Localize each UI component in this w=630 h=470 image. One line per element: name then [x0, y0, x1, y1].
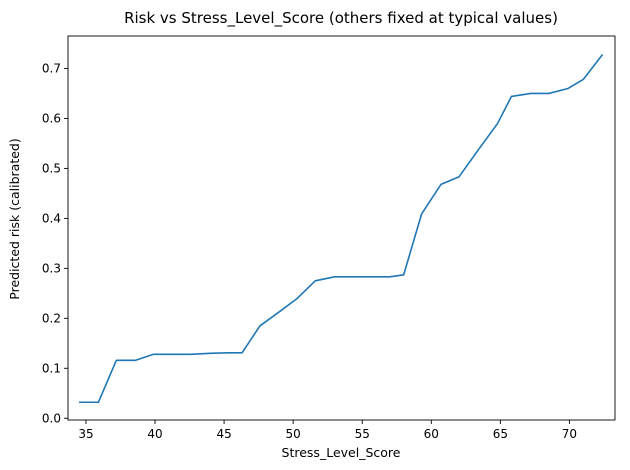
x-tick-label: 50	[286, 427, 301, 441]
x-tick-label: 70	[562, 427, 577, 441]
y-axis-label: Predicted risk (calibrated)	[7, 138, 22, 299]
x-tick-label: 40	[147, 427, 162, 441]
y-tick-label: 0.0	[42, 411, 61, 425]
y-tick-label: 0.7	[42, 61, 61, 75]
x-tick-label: 45	[216, 427, 231, 441]
y-tick-label: 0.6	[42, 111, 61, 125]
chart-title: Risk vs Stress_Level_Score (others fixed…	[124, 9, 558, 28]
y-tick-label: 0.5	[42, 161, 61, 175]
y-tick-label: 0.1	[42, 361, 61, 375]
y-tick-label: 0.4	[42, 211, 61, 225]
series-line-0	[79, 54, 604, 404]
x-tick-label: 55	[355, 427, 370, 441]
x-tick-label: 60	[424, 427, 439, 441]
y-tick-label: 0.3	[42, 261, 61, 275]
plot-area: 35 40 45 50 55 60 65 70 0.0 0.1 0.2 0.3 0.4 0.5 0.6 0.7	[42, 35, 616, 441]
plot-frame	[67, 35, 616, 421]
x-tick-label: 35	[78, 427, 93, 441]
y-tick-label: 0.2	[42, 311, 61, 325]
x-tick-label: 65	[493, 427, 508, 441]
x-axis-label: Stress_Level_Score	[282, 445, 401, 460]
